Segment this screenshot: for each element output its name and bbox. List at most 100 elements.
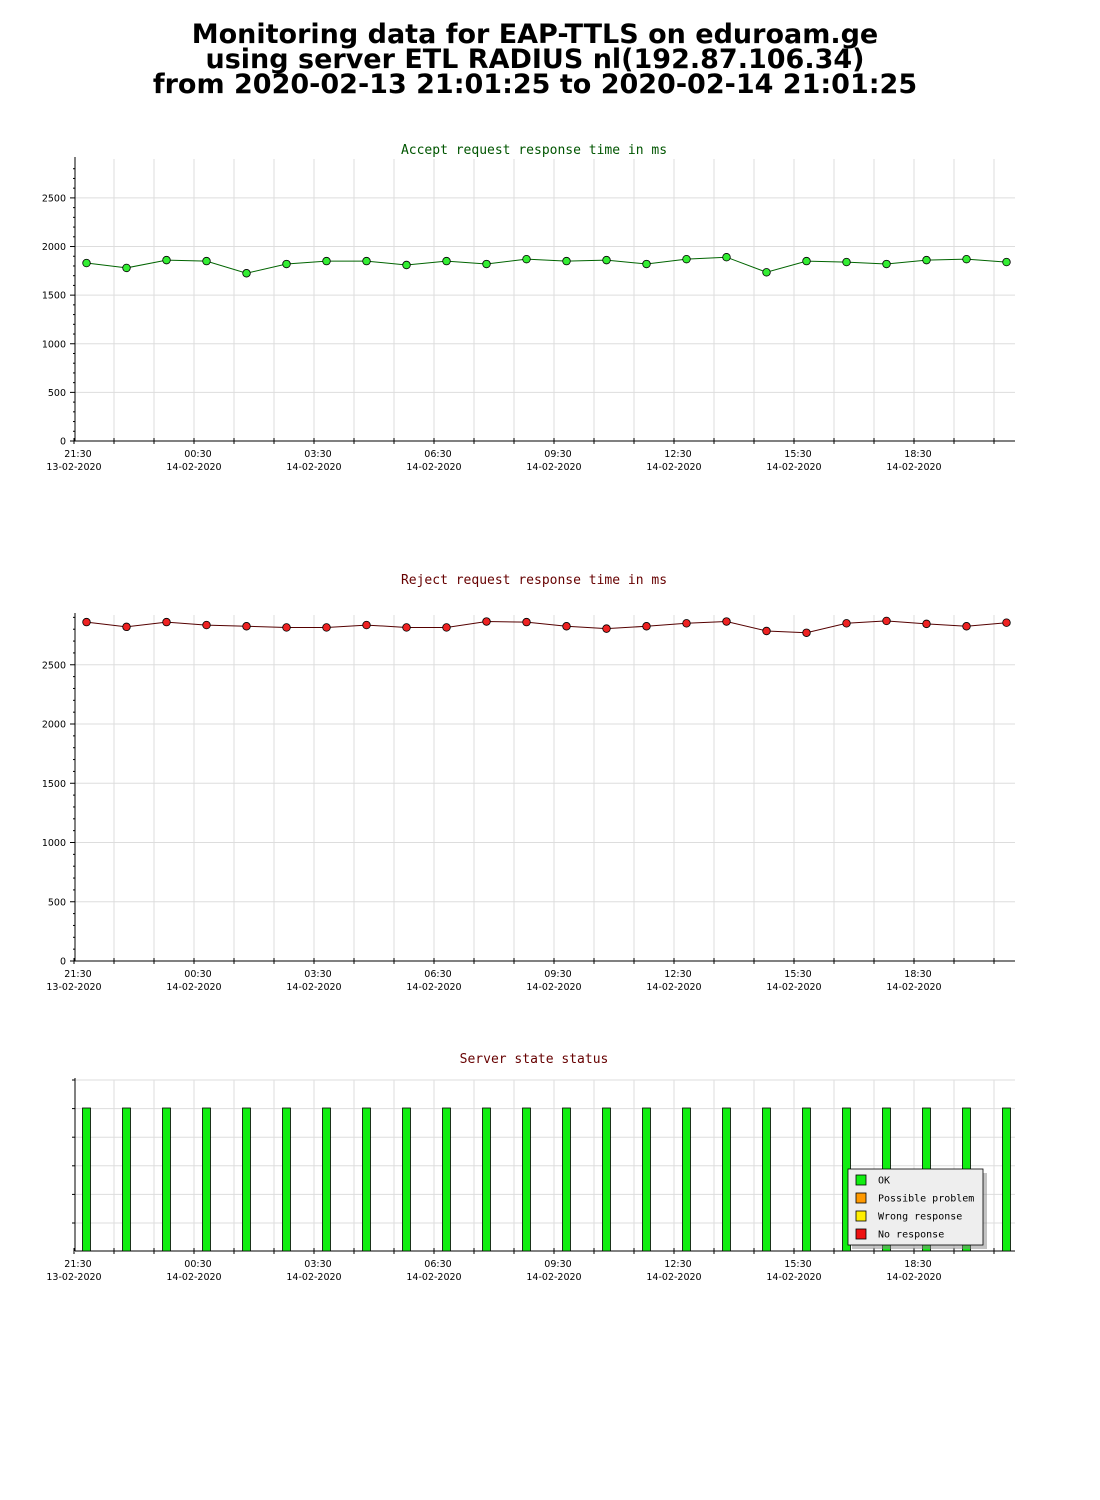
accept-chart-data-point [202,256,211,266]
status-chart-x-tick-date: 14-02-2020 [766,1272,821,1283]
reject-chart-x-tick-date: 14-02-2020 [886,982,941,993]
status-chart-x-tick-date: 14-02-2020 [166,1272,221,1283]
accept-chart-data-point [922,255,931,265]
accept-chart-y-tick-label: 1000 [42,339,66,350]
reject-chart-x-tick-date: 14-02-2020 [166,982,221,993]
reject-chart-x-tick-date: 13-02-2020 [46,982,101,993]
accept-chart-data-point [322,256,331,266]
status-bar [402,1107,411,1252]
reject-chart-x-tick-date: 14-02-2020 [766,982,821,993]
accept-chart-x-tick-time: 15:30 [784,449,811,460]
status-chart-x-tick-date: 14-02-2020 [646,1272,701,1283]
reject-chart-x-tick-date: 14-02-2020 [286,982,341,993]
reject-chart-y-tick-label: 500 [48,897,66,908]
status-bar [162,1107,171,1252]
accept-chart-x-tick-date: 14-02-2020 [886,462,941,473]
accept-chart-x-tick-time: 18:30 [904,449,931,460]
status-bar [282,1107,291,1252]
accept-chart-data-point [642,259,651,269]
reject-chart-x-tick-time: 06:30 [424,969,451,980]
report-title: Monitoring data for EAP-TTLS on eduroam.… [0,19,1070,98]
reject-chart-data-point [322,623,331,632]
reject-chart-x-tick-time: 00:30 [184,969,211,980]
status-chart-x-tick-time: 03:30 [304,1259,331,1270]
reject-chart-y-tick-label: 0 [60,957,66,968]
reject-chart-data-point [722,617,731,626]
accept-chart-data-point [522,254,531,264]
reject-chart-y-tick-label: 1000 [42,838,66,849]
accept-chart-x-tick-time: 03:30 [304,449,331,460]
legend-label: Possible problem [878,1194,974,1205]
title-line-1: Monitoring data for EAP-TTLS on eduroam.… [191,19,879,50]
accept-chart-x-tick-time: 06:30 [424,449,451,460]
accept-chart-data-point [962,254,971,264]
reject-chart-data-point [122,622,131,632]
reject-chart-data-point [802,628,811,637]
accept-chart-y-tick-label: 0 [60,437,66,448]
reject-chart-x-tick-time: 03:30 [304,969,331,980]
status-bar [562,1107,571,1252]
reject-chart-data-point [402,623,411,632]
reject-chart-data-point [762,626,771,636]
legend-box [847,1168,984,1246]
reject-chart-data-point [922,619,931,629]
reject-chart-data-point [642,622,651,631]
reject-chart-data-point [442,623,451,632]
status-chart-x-tick-time: 18:30 [904,1259,931,1270]
reject-chart-series-line [86,620,1007,634]
accept-chart-x-tick-date: 14-02-2020 [286,462,341,473]
accept-chart-data-point [162,255,171,265]
accept-chart-series-line [86,256,1007,274]
accept-chart-x-tick-time: 12:30 [664,449,691,460]
accept-chart-y-tick-label: 1500 [42,291,66,302]
accept-chart-x-tick-date: 14-02-2020 [766,462,821,473]
reject-chart-x-tick-time: 18:30 [904,969,931,980]
status-bar [602,1107,611,1252]
status-chart-title: Server state status [460,1052,609,1067]
reject-chart-x-tick-date: 14-02-2020 [406,982,461,993]
reject-chart-data-point [282,623,291,632]
accept-chart-data-point [602,255,611,265]
accept-chart-x-tick-date: 13-02-2020 [46,462,101,473]
accept-chart-data-point [122,263,131,273]
legend-label: No response [878,1230,944,1241]
reject-chart-x-tick-date: 14-02-2020 [646,982,701,993]
accept-chart-x-tick-date: 14-02-2020 [646,462,701,473]
accept-chart-data-point [762,268,771,277]
status-bar [202,1107,211,1252]
reject-chart-data-point [962,622,971,631]
reject-chart-data-point [482,617,491,626]
status-bar [322,1107,331,1252]
reject-chart-data-point [882,616,891,626]
status-chart-x-tick-time: 21:30 [64,1259,91,1270]
accept-chart-x-tick-time: 21:30 [64,449,91,460]
legend-swatch [855,1192,867,1204]
status-chart-x-tick-date: 14-02-2020 [526,1272,581,1283]
reject-chart-x-tick-time: 15:30 [784,969,811,980]
reject-chart-data-point [562,622,571,631]
reject-chart-y-tick-label: 1500 [42,779,66,790]
legend-swatch [855,1174,867,1186]
accept-chart-data-point [802,256,811,266]
status-bar [442,1107,451,1252]
reject-chart-data-point [602,624,611,633]
reject-chart-x-tick-time: 09:30 [544,969,571,980]
accept-chart-x-tick-date: 14-02-2020 [166,462,221,473]
reject-chart-data-point [682,619,691,628]
accept-chart-y-tick-label: 2500 [42,193,66,204]
title-line-2: using server ETL RADIUS nl(192.87.106.34… [205,44,865,75]
accept-chart-x-tick-date: 14-02-2020 [406,462,461,473]
reject-chart-x-tick-date: 14-02-2020 [526,982,581,993]
reject-chart-data-point [82,617,91,627]
status-bar [722,1107,731,1252]
accept-chart-data-point [842,257,851,267]
accept-chart-data-point [362,256,371,266]
legend-label: OK [878,1176,890,1187]
status-chart-x-tick-time: 06:30 [424,1259,451,1270]
accept-chart-data-point [682,254,691,264]
status-bar [362,1107,371,1252]
accept-chart-data-point [722,253,731,262]
reject-chart-x-tick-time: 12:30 [664,969,691,980]
status-chart-x-tick-time: 12:30 [664,1259,691,1270]
accept-chart-data-point [482,259,491,269]
